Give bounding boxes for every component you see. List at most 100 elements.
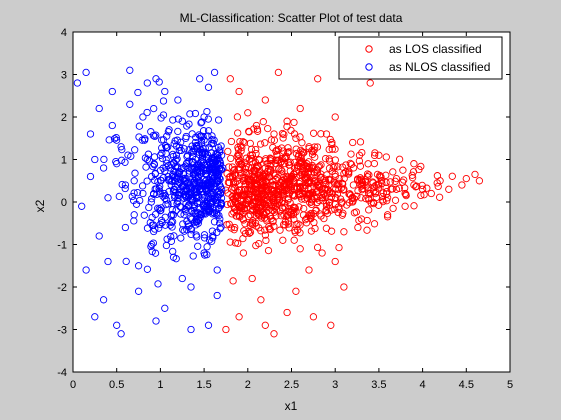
- los-point: [314, 75, 322, 83]
- los-point: [309, 313, 318, 321]
- nlos-point: [217, 223, 225, 231]
- los-point: [277, 212, 285, 220]
- nlos-point: [100, 155, 108, 164]
- los-point: [348, 193, 357, 202]
- los-point: [333, 190, 342, 198]
- los-point: [296, 221, 304, 229]
- los-point: [462, 174, 470, 183]
- los-point: [475, 177, 484, 185]
- los-point: [250, 125, 258, 133]
- nlos-point: [208, 172, 216, 180]
- los-point: [225, 178, 234, 187]
- nlos-point: [180, 227, 188, 235]
- nlos-point: [158, 218, 166, 227]
- los-point: [234, 150, 242, 159]
- nlos-point: [204, 193, 213, 201]
- nlos-point: [82, 266, 90, 274]
- los-point: [272, 159, 280, 168]
- nlos-point: [159, 192, 167, 200]
- los-point: [290, 215, 298, 223]
- nlos-point: [177, 234, 185, 242]
- los-point: [246, 187, 254, 196]
- y-axis: 4 3 2 1 0 -1 -2 -3 -4: [57, 27, 510, 379]
- los-point: [389, 168, 397, 176]
- los-point: [313, 243, 322, 252]
- nlos-point: [192, 218, 200, 226]
- los-point: [261, 321, 269, 329]
- x-tick-label: 4: [420, 379, 426, 391]
- los-point: [365, 196, 373, 204]
- nlos-point: [191, 180, 199, 188]
- nlos-point: [196, 210, 205, 218]
- los-point: [340, 174, 348, 183]
- nlos-point: [158, 154, 167, 163]
- nlos-point: [170, 232, 178, 240]
- x-tick-label: 3.5: [371, 379, 386, 391]
- los-point: [272, 176, 280, 184]
- nlos-point: [155, 184, 163, 193]
- nlos-point: [197, 163, 205, 171]
- nlos-point: [215, 148, 224, 156]
- los-point: [392, 174, 401, 183]
- los-point: [235, 151, 243, 159]
- los-point: [356, 138, 365, 146]
- los-point: [227, 200, 235, 208]
- los-point: [225, 173, 233, 182]
- los-point: [264, 246, 273, 255]
- los-point: [349, 138, 357, 147]
- los-point: [363, 216, 371, 225]
- nlos-point: [86, 130, 95, 138]
- los-point: [331, 180, 339, 188]
- nlos-point: [150, 104, 158, 113]
- nlos-point: [139, 189, 147, 198]
- nlos-point: [183, 122, 191, 130]
- los-point: [370, 199, 378, 208]
- los-point: [267, 136, 276, 144]
- los-point: [317, 161, 325, 169]
- nlos-point: [159, 174, 168, 182]
- nlos-point: [117, 143, 125, 151]
- los-point: [308, 147, 316, 155]
- los-point: [329, 163, 337, 172]
- nlos-point: [205, 143, 213, 152]
- los-point: [302, 219, 311, 227]
- legend-label-nlos: as NLOS classified: [389, 60, 490, 74]
- nlos-point: [196, 75, 204, 83]
- los-point: [410, 160, 418, 168]
- nlos-point: [208, 198, 216, 206]
- los-point: [257, 203, 265, 211]
- los-point: [261, 139, 269, 147]
- los-point: [342, 168, 350, 176]
- los-point: [313, 143, 322, 151]
- nlos-point: [104, 194, 112, 202]
- nlos-point: [188, 158, 196, 167]
- los-point: [282, 212, 291, 221]
- nlos-point: [129, 196, 138, 205]
- los-point: [292, 134, 300, 142]
- nlos-point: [196, 210, 204, 219]
- nlos-point: [196, 162, 204, 170]
- nlos-point: [133, 188, 142, 197]
- los-point: [389, 204, 397, 213]
- nlos-point: [142, 163, 150, 171]
- los-point: [331, 162, 339, 171]
- los-point: [252, 180, 260, 188]
- nlos-point: [190, 204, 198, 212]
- nlos-point: [209, 234, 217, 242]
- los-point: [279, 134, 287, 142]
- los-point: [253, 175, 261, 184]
- los-point: [299, 183, 307, 191]
- los-point: [267, 160, 275, 168]
- nlos-point: [197, 119, 205, 127]
- nlos-point: [198, 118, 206, 126]
- los-point: [234, 239, 242, 248]
- los-point: [270, 136, 279, 144]
- los-point: [433, 172, 442, 180]
- nlos-point: [182, 208, 190, 216]
- los-point: [240, 227, 248, 235]
- los-point: [400, 176, 408, 184]
- y-tick-label: -2: [57, 282, 67, 294]
- los-point: [401, 202, 409, 210]
- nlos-point: [161, 167, 169, 175]
